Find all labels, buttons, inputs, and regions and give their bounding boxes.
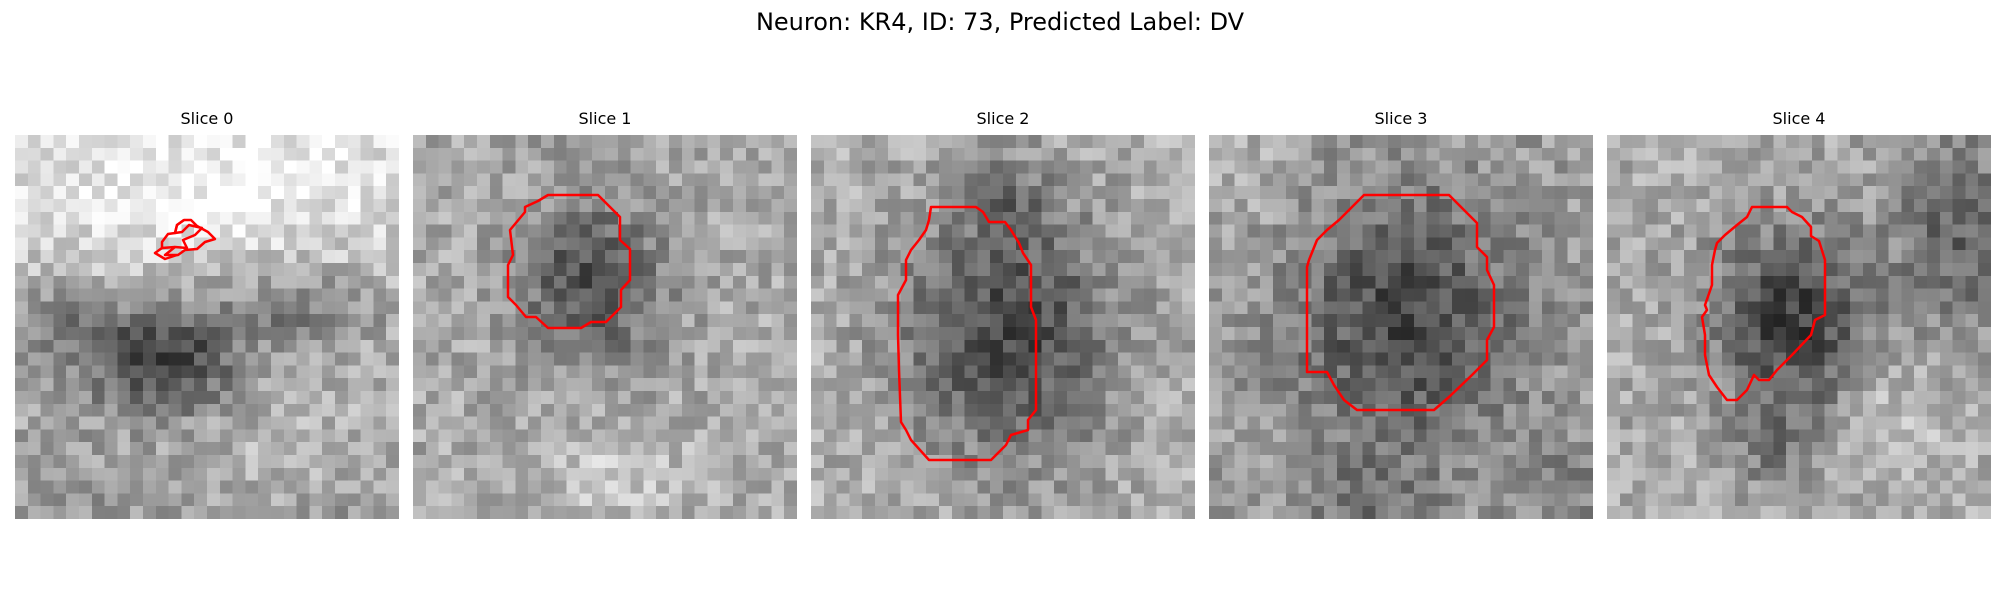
segmentation-contour [1305, 193, 1496, 412]
segmentation-contour [1700, 205, 1827, 402]
slice-image [15, 135, 399, 519]
slice-title: Slice 3 [1374, 109, 1428, 128]
slice-title: Slice 1 [578, 109, 632, 128]
figure-title: Neuron: KR4, ID: 73, Predicted Label: DV [755, 8, 1245, 36]
slice-image [413, 135, 797, 519]
segmentation-contour [896, 205, 1038, 462]
slice-image [811, 135, 1195, 519]
slice-panel-2: Slice 2 [811, 108, 1195, 519]
slice-image [1209, 135, 1593, 519]
slice-title: Slice 0 [180, 109, 234, 128]
slice-panel-1: Slice 1 [413, 108, 797, 519]
segmentation-contour [153, 218, 217, 261]
slice-panel-0: Slice 0 [15, 108, 399, 519]
slice-panel-3: Slice 3 [1209, 108, 1593, 519]
slice-panel-4: Slice 4 [1607, 108, 1991, 519]
slice-image [1607, 135, 1991, 519]
slice-title: Slice 4 [1772, 109, 1826, 128]
segmentation-contour [506, 193, 632, 330]
slice-title: Slice 2 [976, 109, 1030, 128]
